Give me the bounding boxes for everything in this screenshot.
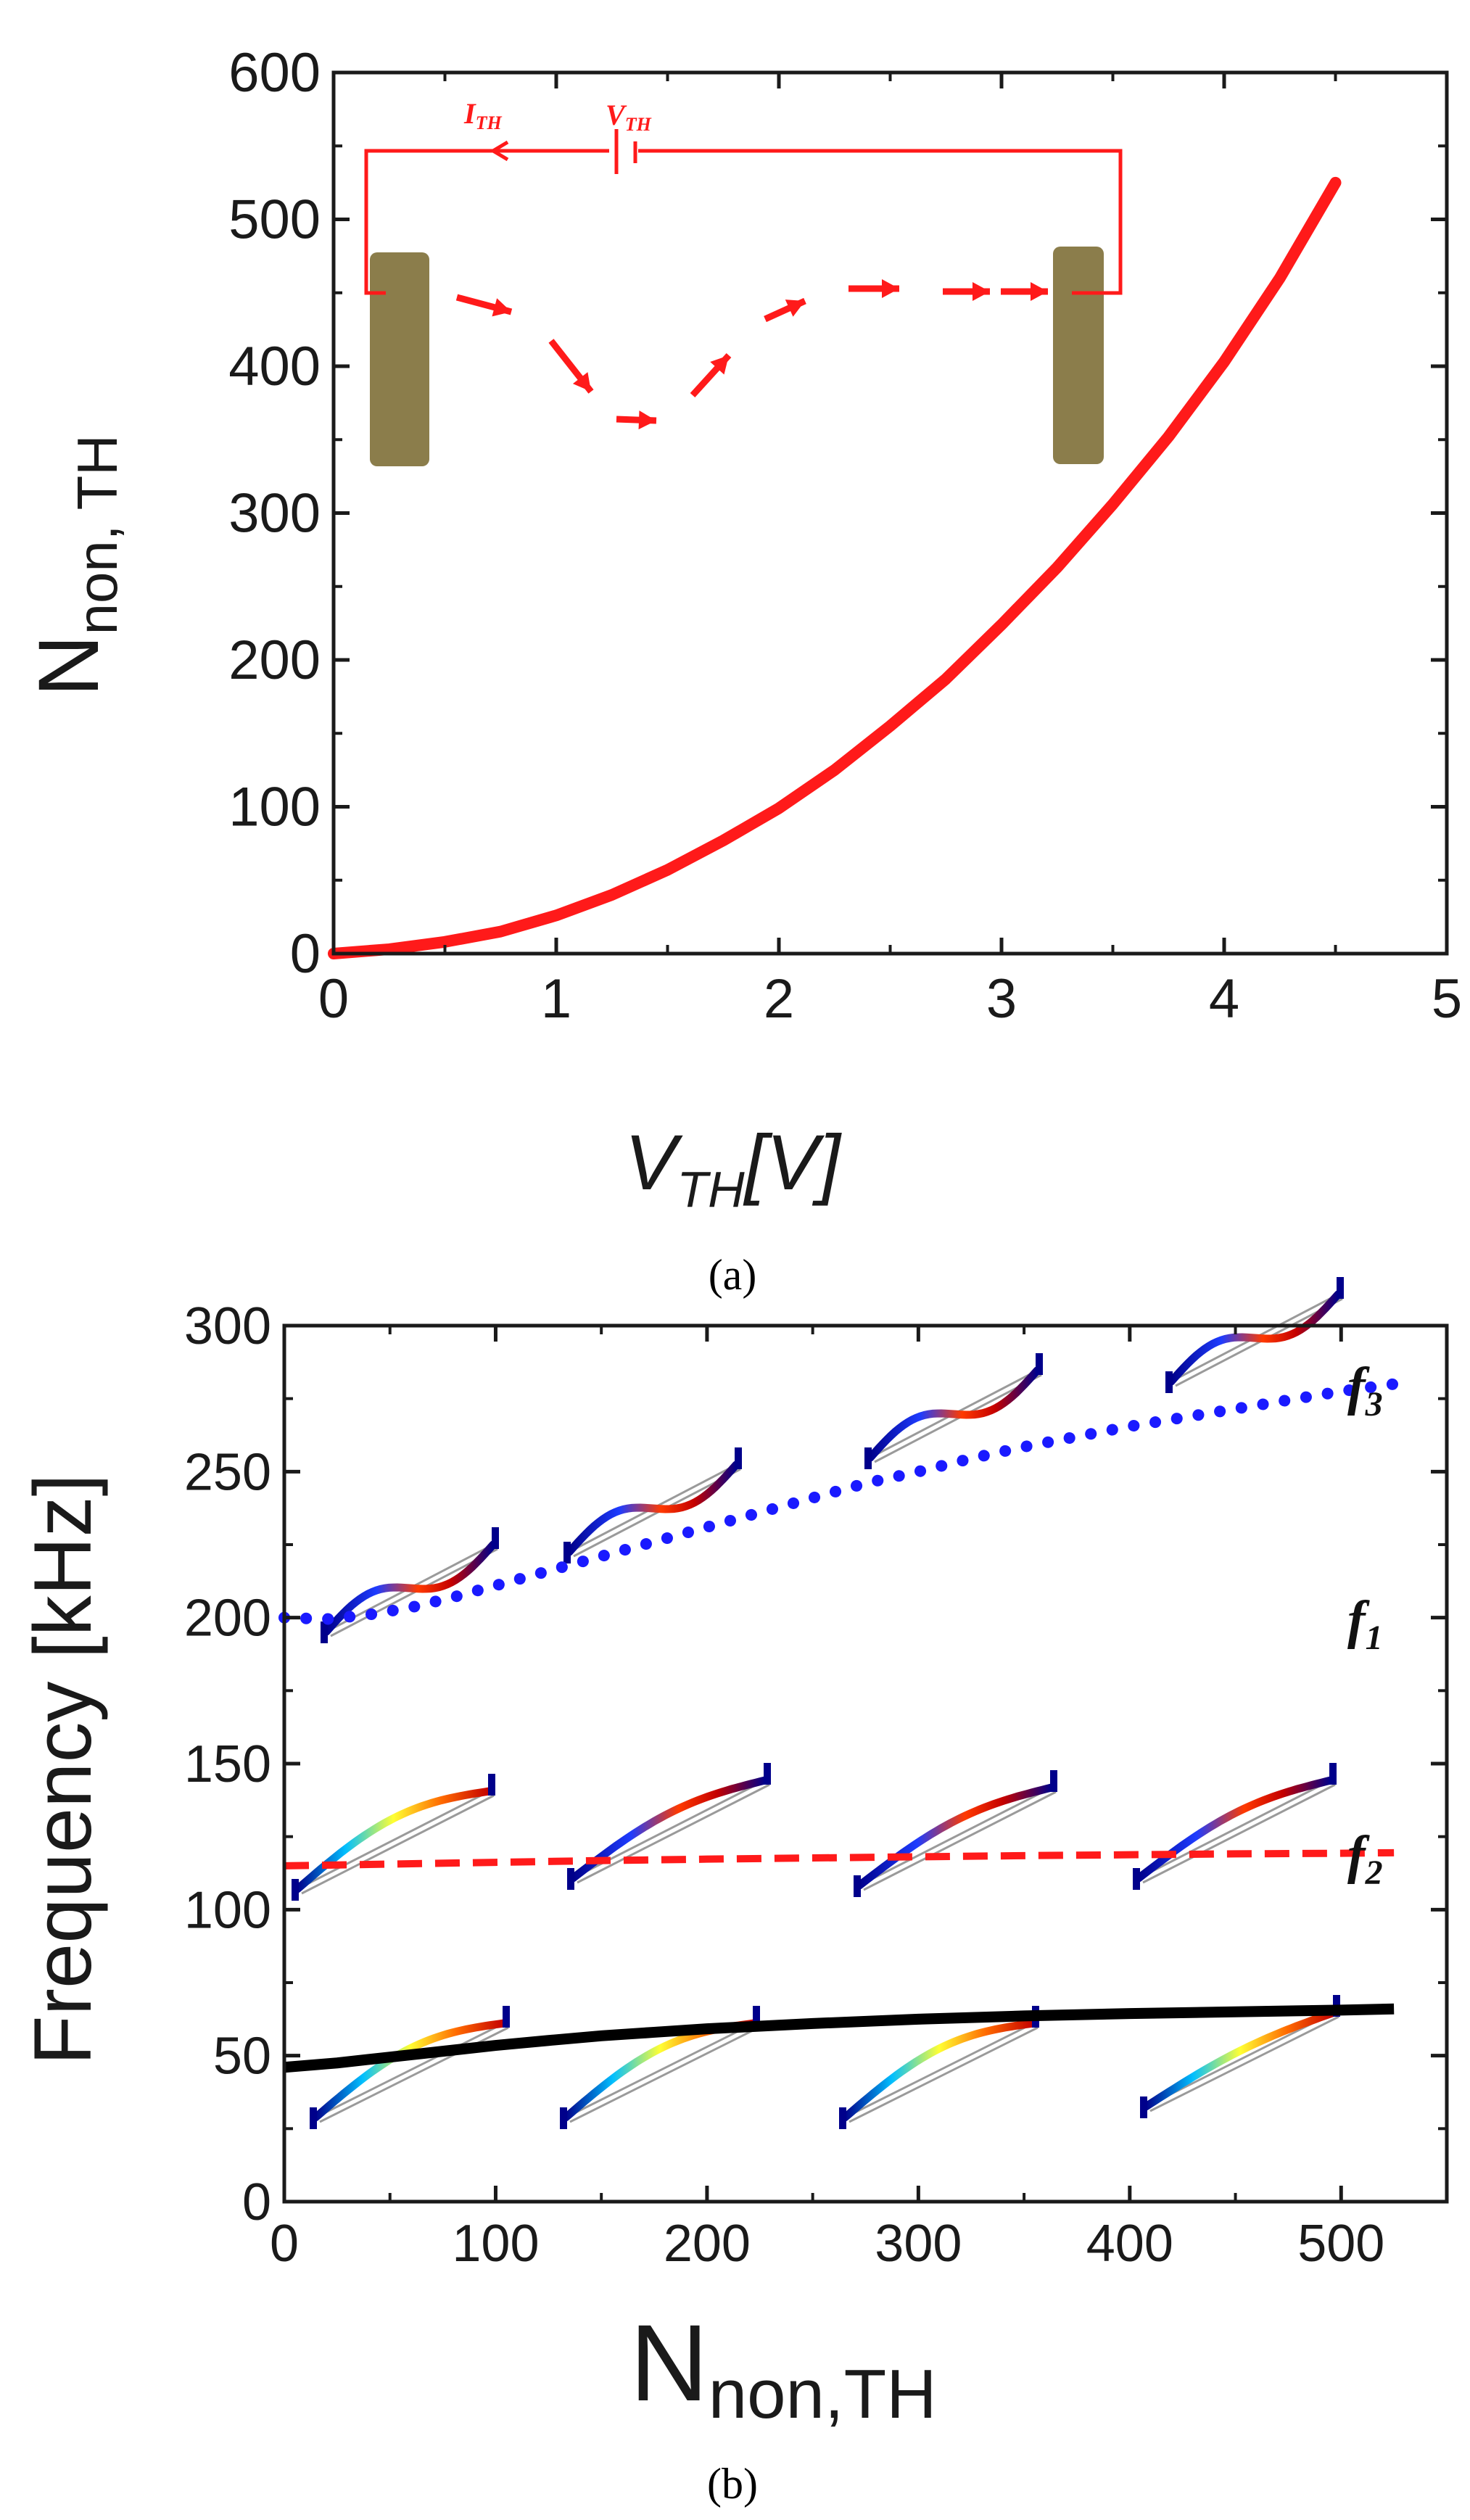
panel-label-b: (b) bbox=[707, 2460, 758, 2508]
chart-a-ytick-label: 200 bbox=[228, 629, 321, 691]
curve-nnon-vs-vth bbox=[328, 176, 1342, 959]
chart-a-xtick-label: 2 bbox=[764, 968, 794, 1030]
chart-a-axes-frame bbox=[331, 70, 1449, 956]
beam-mode-shape bbox=[1133, 1763, 1337, 1890]
chart-a-xtick-label: 1 bbox=[541, 968, 571, 1030]
chart-b-ytick-label: 0 bbox=[242, 2173, 271, 2231]
chart-a-xlabel: VTH[V] bbox=[624, 1118, 842, 1218]
series-label-f3: f3 bbox=[1347, 1357, 1383, 1424]
chart-b-xtick-label: 100 bbox=[452, 2215, 539, 2273]
circuit-inset: ITH VTH bbox=[364, 97, 1123, 466]
chart-b-ytick-label: 100 bbox=[184, 1881, 271, 1939]
chart-a-xtick-label: 3 bbox=[986, 968, 1017, 1030]
voltage-label: VTH bbox=[606, 99, 652, 135]
chart-a-ytick-label: 600 bbox=[228, 42, 321, 104]
series-label-f2: f2 bbox=[1347, 1825, 1383, 1892]
curve-f1 bbox=[284, 2003, 1395, 2073]
circuit-wire-left bbox=[364, 149, 609, 295]
chart-a-xtick-label: 4 bbox=[1209, 968, 1239, 1030]
electron-arrowhead-icon bbox=[492, 298, 511, 317]
chart-a-ticks: 0 1 2 3 4 5 0 100 200 300 400 500 600 bbox=[228, 42, 1462, 1030]
chart-b-ticks: 0 100 200 300 400 500 0 50 100 150 200 250 300 bbox=[184, 1297, 1448, 2273]
mode-shape-insets bbox=[292, 1277, 1344, 2129]
beam-mode-shape bbox=[310, 2006, 510, 2129]
chart-a-ytick-label: 0 bbox=[290, 923, 321, 985]
curve-f2 bbox=[284, 1848, 1395, 1870]
chart-b-xtick-label: 300 bbox=[875, 2215, 962, 2273]
electron-arrowhead-icon bbox=[785, 299, 805, 317]
electron-arrowhead-icon bbox=[638, 410, 656, 430]
current-arrow-icon bbox=[490, 140, 522, 162]
chart-b-xtick-label: 0 bbox=[270, 2215, 299, 2273]
chart-a-xtick-label: 5 bbox=[1432, 968, 1462, 1030]
beam-mode-shape bbox=[854, 1770, 1057, 1897]
chart-a-ytick-label: 400 bbox=[228, 336, 321, 397]
chart-a: ITH VTH 0 1 2 3 4 5 0 100 200 300 400 500 600 Nnon, T… bbox=[21, 42, 1462, 1299]
chart-b-ylabel: Frequency [kHz] bbox=[17, 1474, 108, 2065]
beam-mode-shape bbox=[864, 1353, 1043, 1469]
chart-b-series-labels: f1 f2 f3 bbox=[1347, 1357, 1383, 1892]
chart-a-frame bbox=[331, 70, 1449, 956]
chart-b-series bbox=[278, 1378, 1400, 2073]
chart-b-xlabel: Nnon,TH bbox=[629, 2302, 936, 2433]
chart-b-ytick-label: 50 bbox=[213, 2028, 271, 2086]
circuit-wire-right bbox=[638, 149, 1123, 295]
chart-a-ylabel: Nnon, TH bbox=[21, 434, 129, 696]
chart-a-ytick-label: 100 bbox=[228, 777, 321, 838]
chart-a-xtick-label: 0 bbox=[318, 968, 349, 1030]
electrode-left bbox=[370, 252, 429, 466]
electron-arrowhead-icon bbox=[1031, 282, 1048, 301]
electron-arrowhead-icon bbox=[572, 372, 591, 392]
electron-arrowhead-icon bbox=[882, 279, 899, 298]
chart-b-xtick-label: 200 bbox=[664, 2215, 751, 2273]
chart-a-ytick-label: 500 bbox=[228, 189, 321, 251]
beam-mode-shape bbox=[567, 1763, 771, 1890]
panel-label-a: (a) bbox=[709, 1251, 757, 1299]
beam-mode-shape bbox=[321, 1527, 499, 1643]
beam-mode-shape bbox=[292, 1774, 495, 1901]
chart-a-ytick-label: 300 bbox=[228, 483, 321, 545]
electron-arrowhead-icon bbox=[973, 282, 990, 301]
beam-mode-shape bbox=[563, 1447, 742, 1563]
chart-b-xtick-label: 500 bbox=[1297, 2215, 1384, 2273]
beam-mode-shape bbox=[1165, 1277, 1344, 1393]
chart-b-ytick-label: 200 bbox=[184, 1590, 271, 1648]
electron-arrowhead-icon bbox=[710, 355, 729, 375]
curve-f3 bbox=[278, 1378, 1400, 1625]
chart-b-xtick-label: 400 bbox=[1086, 2215, 1173, 2273]
current-label: ITH bbox=[463, 97, 502, 133]
chart-b-ytick-label: 300 bbox=[184, 1297, 271, 1355]
chart-b-ytick-label: 250 bbox=[184, 1443, 271, 1501]
electrode-right bbox=[1053, 247, 1104, 464]
series-label-f1: f1 bbox=[1347, 1590, 1383, 1657]
chart-b-ytick-label: 150 bbox=[184, 1735, 271, 1793]
chart-a-series bbox=[328, 176, 1342, 959]
